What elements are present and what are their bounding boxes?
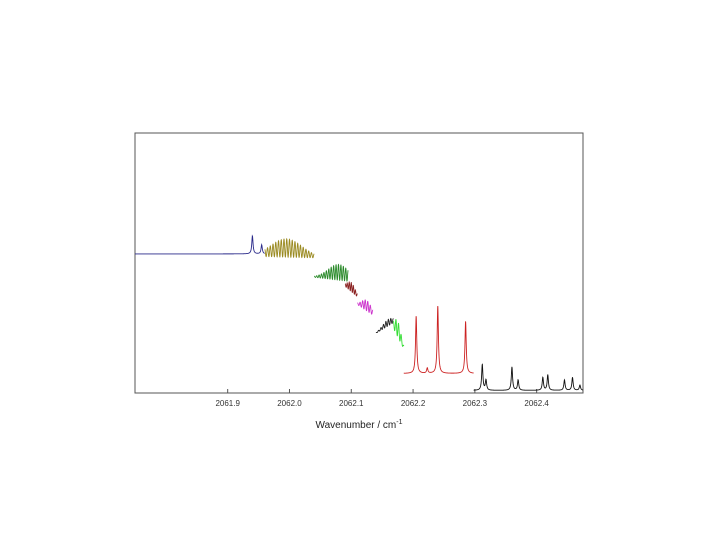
x-tick-label: 2061.9 [215,399,240,408]
series-line-8 [403,305,474,374]
series-line-7 [393,318,405,347]
x-axis-ticks: 2061.9 2062.0 2062.1 2062.2 2062.3 2062.4 [215,389,549,408]
x-axis-label: Wavenumber / cm-1 [316,419,403,431]
x-tick-label: 2062.0 [277,399,302,408]
x-tick-label: 2062.4 [524,399,549,408]
series-line-2 [264,237,315,259]
series-line-4 [344,281,358,297]
series-line-5 [357,299,374,315]
x-tick-label: 2062.1 [339,399,364,408]
x-axis-label-text: Wavenumber / cm [316,420,397,431]
series-line-6 [375,317,394,334]
x-axis-label-superscript: -1 [396,419,402,426]
series-line-1 [135,234,265,255]
x-tick-label: 2062.3 [463,399,488,408]
series-line-3 [314,263,349,282]
series-group [135,234,584,391]
series-line-9 [473,363,584,391]
plot-frame [134,132,584,394]
x-tick-label: 2062.2 [401,399,426,408]
